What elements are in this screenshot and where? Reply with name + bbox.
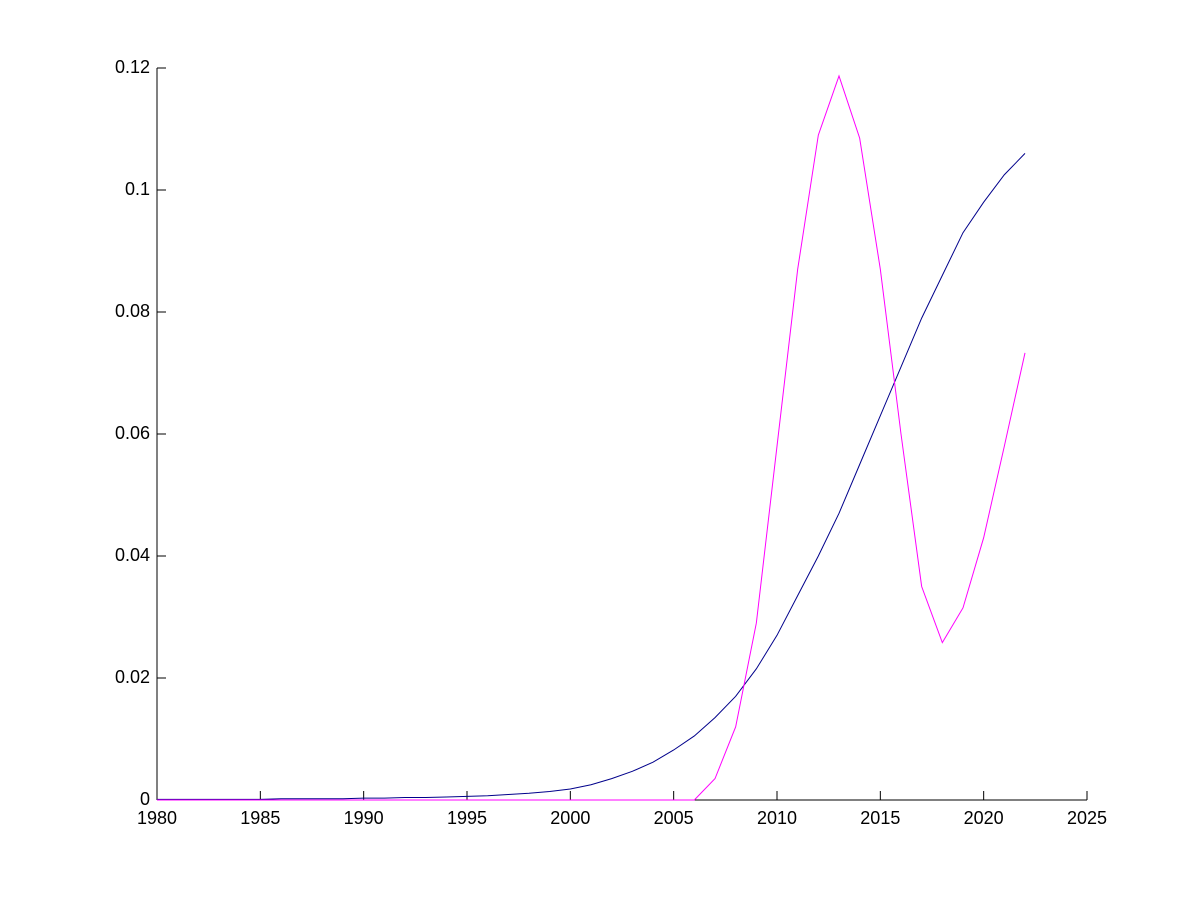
x-tick-label: 2005	[654, 808, 694, 828]
series-line	[157, 153, 1026, 800]
series-line	[157, 74, 1026, 801]
y-tick-label: 0.02	[115, 667, 150, 687]
x-tick-label: 2025	[1067, 808, 1107, 828]
x-tick-label: 1985	[240, 808, 280, 828]
x-tick-label: 1995	[447, 808, 487, 828]
y-tick-label: 0.04	[115, 545, 150, 565]
y-tick-label: 0.1	[125, 179, 150, 199]
x-tick-label: 1980	[137, 808, 177, 828]
x-tick-label: 2015	[860, 808, 900, 828]
x-tick-label: 2000	[550, 808, 590, 828]
x-tick-label: 2010	[757, 808, 797, 828]
y-tick-label: 0.08	[115, 301, 150, 321]
y-tick-label: 0	[140, 789, 150, 809]
y-tick-label: 0.06	[115, 423, 150, 443]
x-tick-label: 2020	[964, 808, 1004, 828]
x-tick-label: 1990	[344, 808, 384, 828]
y-tick-label: 0.12	[115, 57, 150, 77]
